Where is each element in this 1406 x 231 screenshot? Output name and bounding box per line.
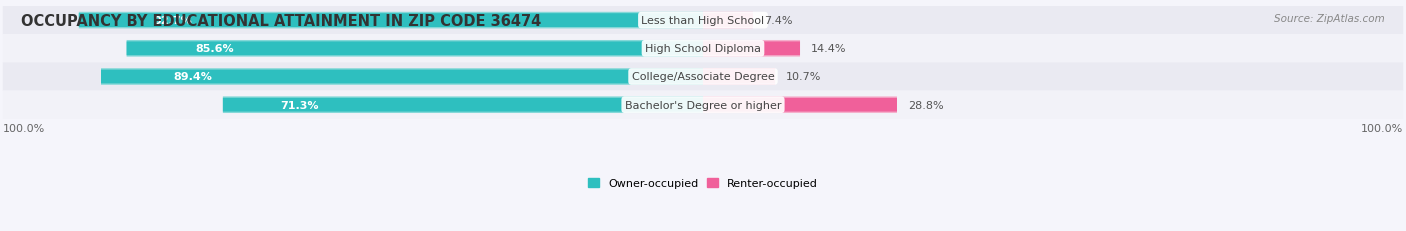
Text: Less than High School: Less than High School [641, 16, 765, 26]
Text: 28.8%: 28.8% [908, 100, 943, 110]
FancyBboxPatch shape [703, 14, 752, 28]
Text: 100.0%: 100.0% [3, 124, 45, 134]
Text: 100.0%: 100.0% [1361, 124, 1403, 134]
Text: 85.6%: 85.6% [195, 44, 235, 54]
Text: 92.7%: 92.7% [153, 16, 193, 26]
FancyBboxPatch shape [703, 13, 752, 29]
FancyBboxPatch shape [101, 70, 703, 84]
FancyBboxPatch shape [79, 13, 703, 29]
FancyBboxPatch shape [703, 41, 800, 57]
FancyBboxPatch shape [3, 91, 1403, 119]
Text: Bachelor's Degree or higher: Bachelor's Degree or higher [624, 100, 782, 110]
FancyBboxPatch shape [703, 42, 800, 56]
Text: 14.4%: 14.4% [811, 44, 846, 54]
Text: 89.4%: 89.4% [173, 72, 212, 82]
Text: Source: ZipAtlas.com: Source: ZipAtlas.com [1274, 14, 1385, 24]
FancyBboxPatch shape [3, 7, 1403, 35]
Text: High School Diploma: High School Diploma [645, 44, 761, 54]
Text: College/Associate Degree: College/Associate Degree [631, 72, 775, 82]
FancyBboxPatch shape [224, 97, 703, 113]
FancyBboxPatch shape [224, 98, 703, 112]
FancyBboxPatch shape [703, 69, 775, 85]
Text: 7.4%: 7.4% [763, 16, 792, 26]
Text: 10.7%: 10.7% [786, 72, 821, 82]
Text: OCCUPANCY BY EDUCATIONAL ATTAINMENT IN ZIP CODE 36474: OCCUPANCY BY EDUCATIONAL ATTAINMENT IN Z… [21, 14, 541, 29]
FancyBboxPatch shape [79, 14, 703, 28]
FancyBboxPatch shape [3, 63, 1403, 91]
FancyBboxPatch shape [101, 69, 703, 85]
FancyBboxPatch shape [127, 41, 703, 57]
FancyBboxPatch shape [703, 97, 897, 113]
FancyBboxPatch shape [3, 35, 1403, 63]
Legend: Owner-occupied, Renter-occupied: Owner-occupied, Renter-occupied [583, 174, 823, 193]
Text: 71.3%: 71.3% [281, 100, 319, 110]
FancyBboxPatch shape [703, 98, 897, 112]
FancyBboxPatch shape [127, 42, 703, 56]
FancyBboxPatch shape [703, 70, 775, 84]
